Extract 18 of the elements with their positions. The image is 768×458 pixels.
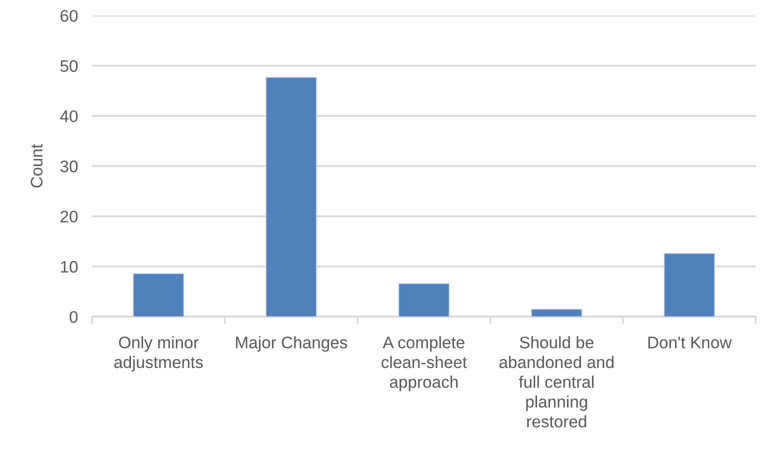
bar — [531, 308, 582, 317]
bar — [664, 253, 715, 317]
x-tick-label: Major Changes — [236, 336, 348, 352]
y-tick-label: 60 — [60, 10, 78, 22]
x-tick-label: A complete clean-sheet approach — [382, 336, 467, 392]
bar — [266, 76, 317, 317]
x-tick-label: Only minor adjustments — [114, 336, 203, 372]
y-tick-label: 20 — [60, 210, 78, 223]
y-tick-label: 30 — [60, 160, 78, 172]
y-axis-title: Count — [30, 144, 43, 188]
bar — [398, 283, 450, 317]
y-tick-label: 40 — [60, 110, 78, 122]
bar — [132, 273, 184, 317]
x-tick-label: Don't Know — [648, 336, 732, 348]
x-tick-label: Should be abandoned and full central planning restored — [499, 336, 614, 428]
y-tick-label: 0 — [70, 311, 78, 323]
y-tick-label: 50 — [60, 60, 78, 72]
y-tick-label: 10 — [61, 260, 78, 273]
